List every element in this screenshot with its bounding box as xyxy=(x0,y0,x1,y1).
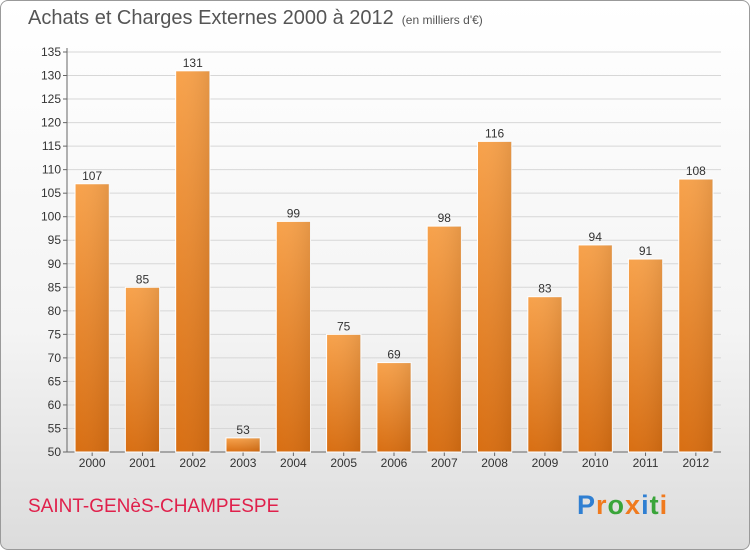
x-tick-label-2007: 2007 xyxy=(431,456,458,470)
y-tick-label: 105 xyxy=(41,186,61,200)
bar-shade-2001 xyxy=(125,287,160,452)
label-layer: 107 85 131 53 99 75 69 98 116 83 94 91 108 xyxy=(82,56,706,437)
bar-shade-2009 xyxy=(527,296,563,452)
chart-title-text: Achats et Charges Externes 2000 à 2012 xyxy=(28,7,394,29)
y-tick-label: 115 xyxy=(42,139,61,153)
y-tick-label: 95 xyxy=(48,233,62,247)
y-tick-label: 130 xyxy=(41,69,61,83)
axis-layer: 50 55 60 65 70 75 80 85 90 95 100 105 110 115 120 125 13… xyxy=(41,45,721,470)
data-label-2002: 131 xyxy=(183,56,203,70)
data-label-2009: 83 xyxy=(538,282,552,296)
bar-shade-2004 xyxy=(276,221,311,452)
data-label-2005: 75 xyxy=(337,319,351,333)
data-label-2012: 108 xyxy=(686,164,706,178)
y-tick-label: 65 xyxy=(48,374,62,388)
data-label-2001: 85 xyxy=(136,272,150,286)
data-label-2010: 94 xyxy=(589,230,603,244)
y-tick-label: 75 xyxy=(48,327,62,341)
logo-letter: x xyxy=(625,490,642,520)
bar-shade-2006 xyxy=(376,362,412,452)
bar-shade-2002 xyxy=(175,70,210,452)
x-tick-label-2000: 2000 xyxy=(79,456,106,470)
y-tick-label: 85 xyxy=(48,280,62,294)
bar-shade-2007 xyxy=(427,226,462,452)
x-tick-label-2002: 2002 xyxy=(179,456,206,470)
bar-shade-2005 xyxy=(326,334,361,452)
x-tick-label-2006: 2006 xyxy=(381,456,408,470)
data-label-2004: 99 xyxy=(287,206,301,220)
bar-shade-2008 xyxy=(477,141,512,453)
logo-letter: i xyxy=(659,490,669,520)
bar-shade-2011 xyxy=(628,259,663,452)
x-tick-label-2003: 2003 xyxy=(230,456,257,470)
x-tick-label-2004: 2004 xyxy=(280,456,307,470)
data-label-2011: 91 xyxy=(639,244,653,258)
chart-subtitle: (en milliers d'€) xyxy=(401,13,483,27)
chart-title: Achats et Charges Externes 2000 à 2012 (e… xyxy=(28,7,483,30)
logo-letter: r xyxy=(596,490,608,520)
bar-shade-2012 xyxy=(678,179,713,452)
y-tick-label: 125 xyxy=(41,92,61,106)
y-tick-label: 135 xyxy=(41,45,61,59)
logo-letter: o xyxy=(607,490,626,520)
y-tick-label: 70 xyxy=(48,351,62,365)
logo-letter: P xyxy=(577,490,597,520)
y-tick-label: 110 xyxy=(42,163,61,177)
data-label-2006: 69 xyxy=(387,348,401,362)
logo-letter: t xyxy=(649,490,660,520)
bar-shade-2003 xyxy=(225,437,261,452)
y-tick-label: 50 xyxy=(48,445,62,459)
y-tick-label: 100 xyxy=(41,210,61,224)
y-tick-label: 120 xyxy=(41,116,61,130)
data-label-2007: 98 xyxy=(438,211,452,225)
commune-name: SAINT-GENèS-CHAMPESPE xyxy=(28,496,280,517)
x-tick-label-2008: 2008 xyxy=(481,456,508,470)
data-label-2003: 53 xyxy=(236,423,250,437)
x-tick-label-2011: 2011 xyxy=(633,456,659,470)
y-tick-label: 80 xyxy=(48,304,62,318)
bar-shade-2010 xyxy=(578,244,613,452)
bar-shade-2000 xyxy=(75,183,110,452)
y-tick-label: 55 xyxy=(48,421,62,435)
x-tick-label-2005: 2005 xyxy=(330,456,357,470)
x-tick-label-2009: 2009 xyxy=(532,456,559,470)
data-label-2000: 107 xyxy=(82,169,102,183)
logo-letter: i xyxy=(641,490,650,520)
y-tick-label: 60 xyxy=(48,398,62,412)
x-tick-label-2001: 2001 xyxy=(129,456,156,470)
x-tick-label-2012: 2012 xyxy=(682,456,709,470)
data-label-2008: 116 xyxy=(485,126,504,140)
x-tick-label-2010: 2010 xyxy=(582,456,609,470)
y-tick-label: 90 xyxy=(48,257,62,271)
proxiti-logo: Proxiti xyxy=(577,490,668,521)
bar-layer xyxy=(74,70,714,453)
